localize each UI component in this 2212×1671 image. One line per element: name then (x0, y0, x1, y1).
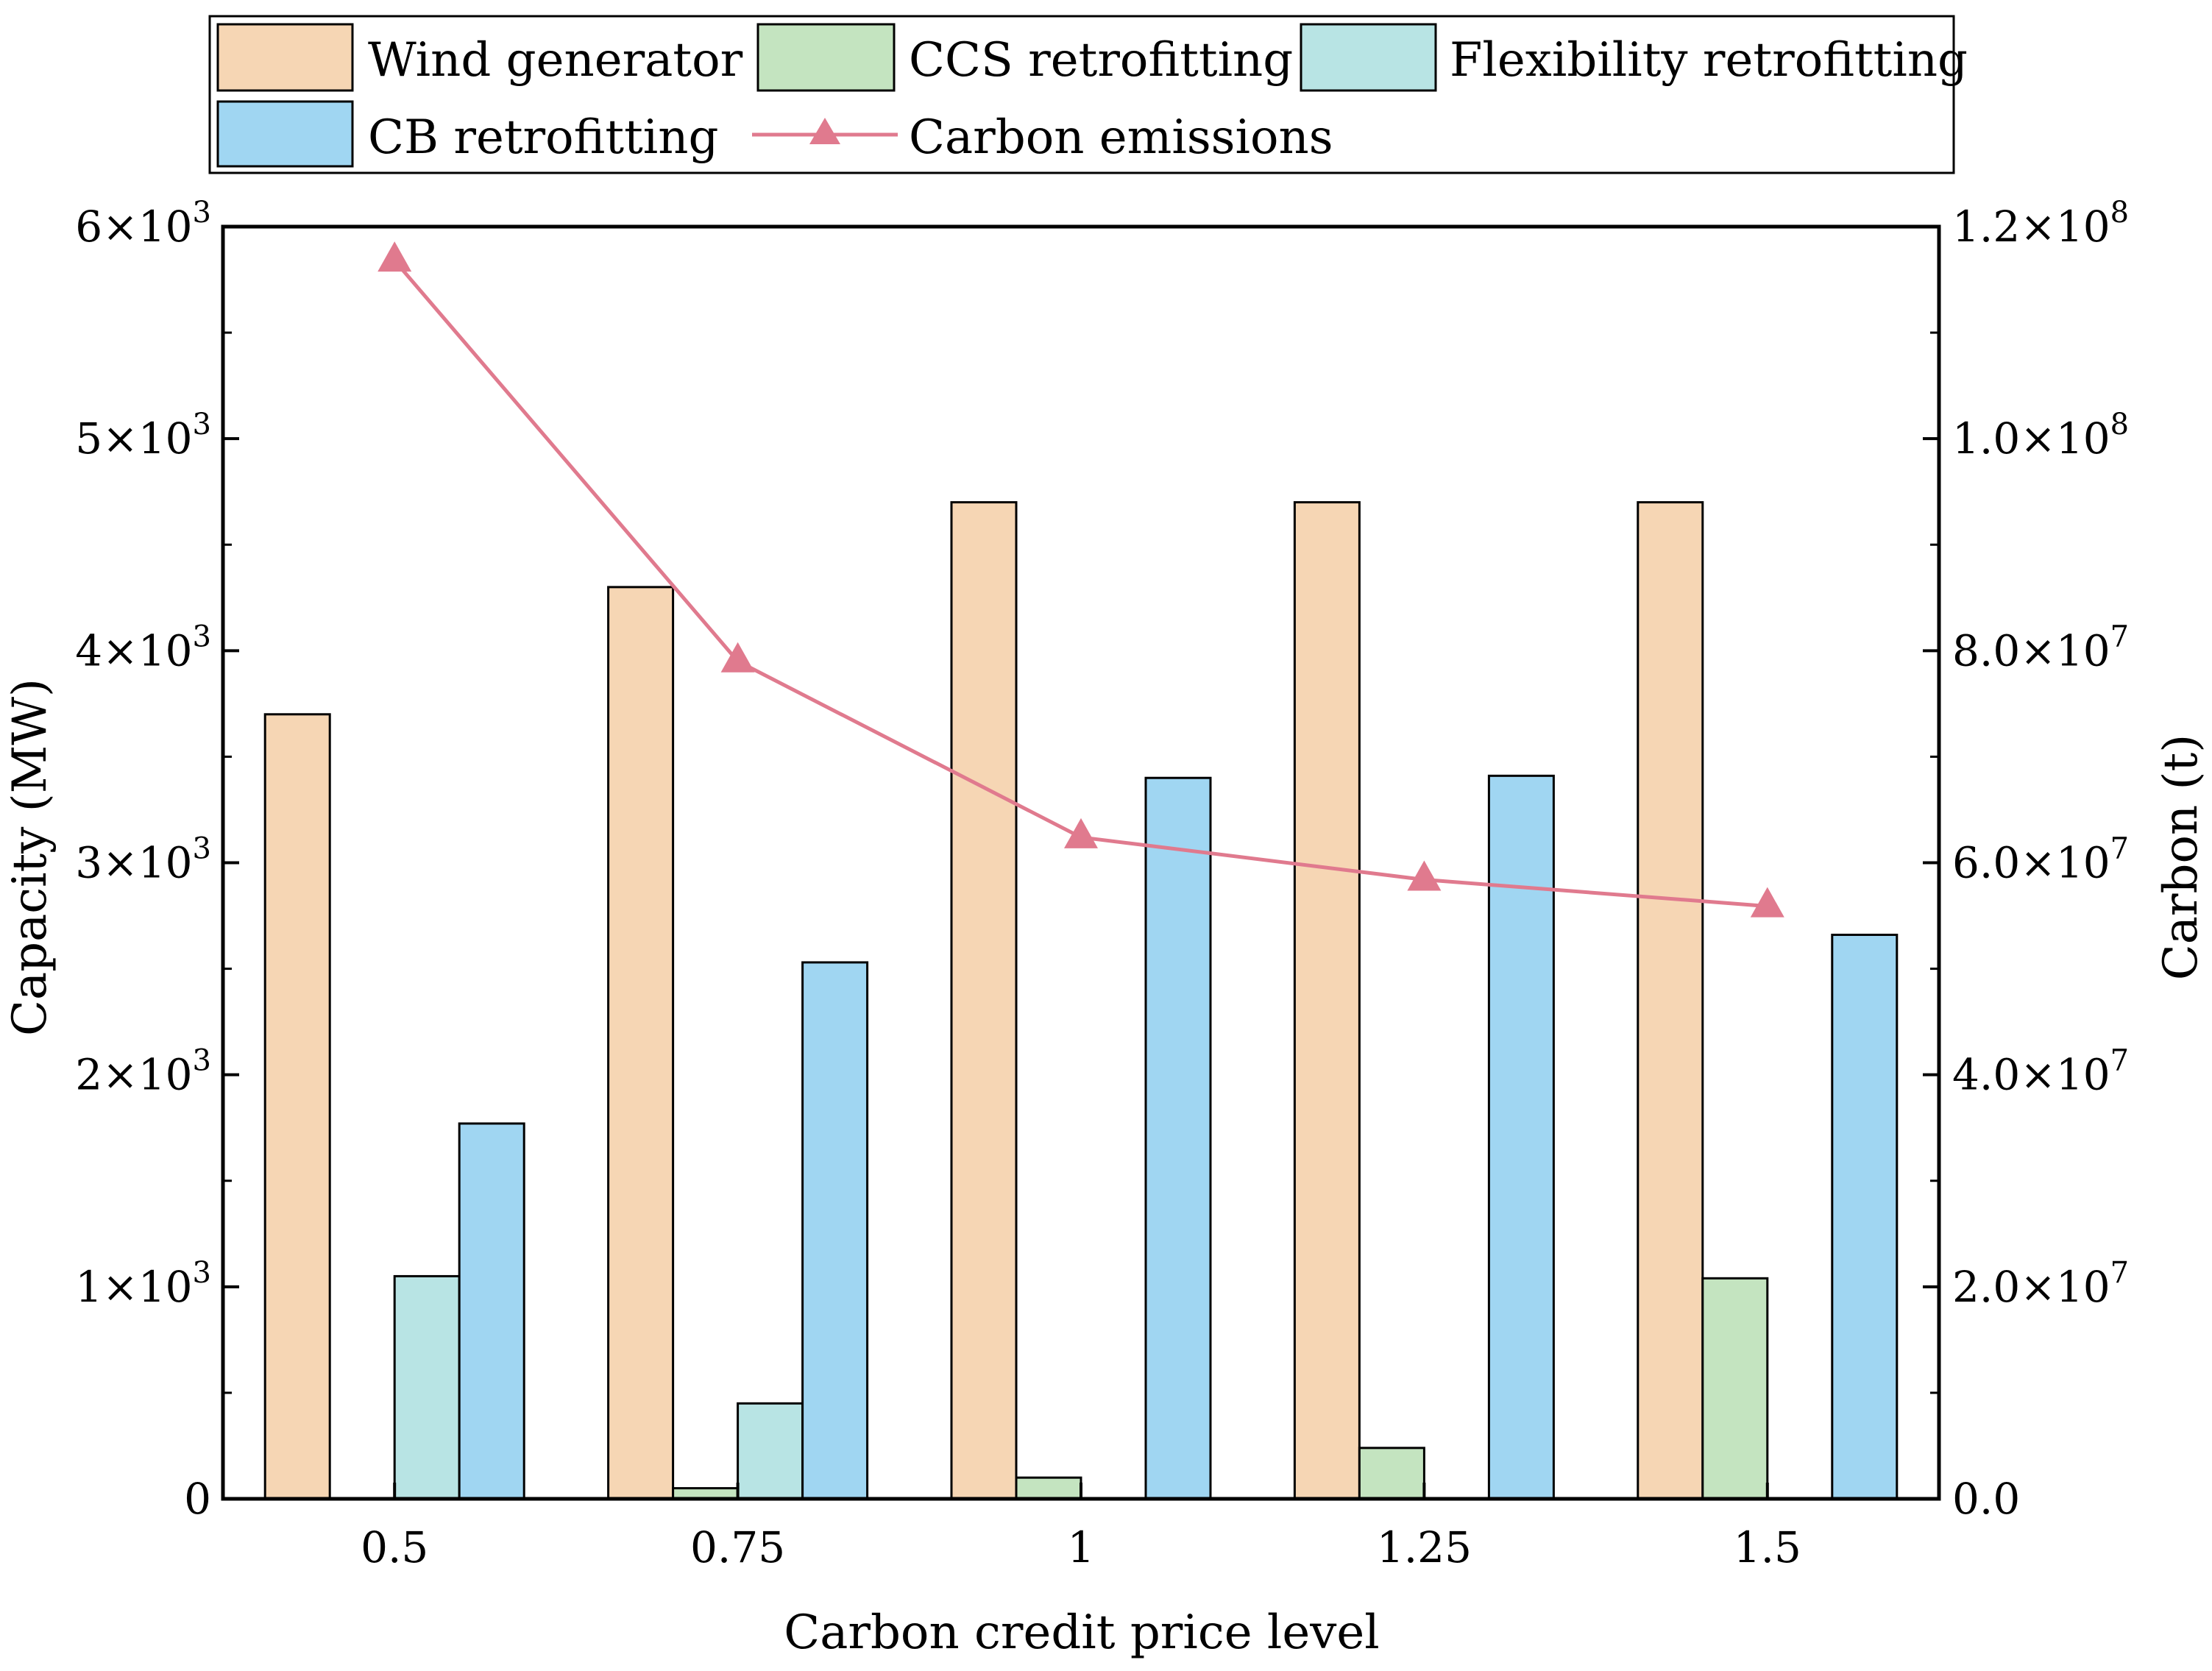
legend-label-cb-retrofitting: CB retrofitting (368, 110, 718, 165)
carbon-emissions-point-1 (1064, 817, 1098, 848)
left-tick-label: 4×103 (75, 620, 211, 675)
bar-cb-retrofitting-0.75 (801, 961, 869, 1500)
legend-swatch-flexibility-retrofitting (1300, 23, 1437, 92)
axes-layer: 0 1×103 2×103 3×103 4×103 5×103 6×103 0.0 2.0×10… (75, 196, 2129, 1572)
carbon-emissions-point-1.25 (1407, 860, 1442, 891)
right-axis-title: Carbon (t) (2154, 734, 2208, 980)
left-tick-label: 1×103 (75, 1256, 211, 1312)
legend-swatch-cb-retrofitting (216, 100, 354, 168)
x-tick-label-0.5: 0.5 (361, 1522, 428, 1572)
bar-cb-retrofitting-1 (1144, 776, 1212, 1500)
bars-layer (263, 501, 1899, 1500)
bar-cb-retrofitting-1.5 (1831, 933, 1899, 1500)
bar-flexibility-retrofitting-0.75 (737, 1402, 804, 1500)
legend-frame (208, 15, 1955, 174)
bar-wind-generator-1.5 (1637, 501, 1704, 1500)
left-tick-label: 6×103 (75, 196, 211, 252)
x-tick-label-1.25: 1.25 (1377, 1522, 1472, 1572)
right-tick-label: 4.0×107 (1952, 1044, 2129, 1100)
legend: Wind generator CCS retrofitting Flexibil… (208, 15, 1968, 174)
bar-ccs-retrofitting-1.5 (1701, 1277, 1769, 1500)
left-tick-label: 2×103 (75, 1044, 211, 1100)
bar-wind-generator-1 (950, 501, 1018, 1500)
carbon-emissions-point-1.5 (1750, 887, 1784, 918)
bar-wind-generator-0.5 (263, 713, 331, 1500)
right-tick-label: 1.0×108 (1952, 408, 2129, 464)
right-tick-label: 6.0×107 (1952, 832, 2129, 888)
x-tick-label-0.75: 0.75 (690, 1522, 785, 1572)
legend-label-flexibility-retrofitting: Flexibility retrofitting (1450, 33, 1968, 88)
bar-flexibility-retrofitting-0.5 (393, 1274, 461, 1500)
carbon-emissions-point-0.5 (377, 241, 412, 272)
right-tick-label: 2.0×107 (1952, 1256, 2129, 1312)
carbon-emissions-layer (377, 241, 1784, 918)
legend-label-wind-generator: Wind generator (368, 33, 743, 88)
legend-swatch-wind-generator (216, 23, 354, 92)
right-tick-label: 1.2×108 (1952, 196, 2129, 252)
left-tick-label: 3×103 (75, 832, 211, 888)
legend-label-ccs-retrofitting: CCS retrofitting (909, 33, 1293, 88)
bar-ccs-retrofitting-1.25 (1358, 1447, 1425, 1500)
legend-marker-carbon-emissions (809, 118, 840, 144)
x-tick-label-1: 1 (1068, 1522, 1095, 1572)
legend-swatch-ccs-retrofitting (756, 23, 896, 92)
legend-label-carbon-emissions: Carbon emissions (909, 110, 1333, 165)
bar-cb-retrofitting-0.5 (458, 1122, 525, 1500)
carbon-emissions-point-0.75 (720, 642, 755, 673)
left-tick-label: 0 (184, 1474, 211, 1524)
carbon-emissions-line (393, 259, 1768, 909)
bar-wind-generator-1.25 (1293, 501, 1361, 1500)
left-axis-title: Capacity (MW) (3, 678, 57, 1036)
right-tick-label: 8.0×107 (1952, 620, 2129, 675)
right-tick-label: 0.0 (1952, 1474, 2020, 1524)
bar-wind-generator-0.75 (607, 586, 675, 1500)
x-axis-title: Carbon credit price level (784, 1606, 1380, 1660)
bar-ccs-retrofitting-1 (1015, 1476, 1082, 1500)
left-tick-label: 5×103 (75, 408, 211, 464)
x-tick-label-1.5: 1.5 (1734, 1522, 1801, 1572)
